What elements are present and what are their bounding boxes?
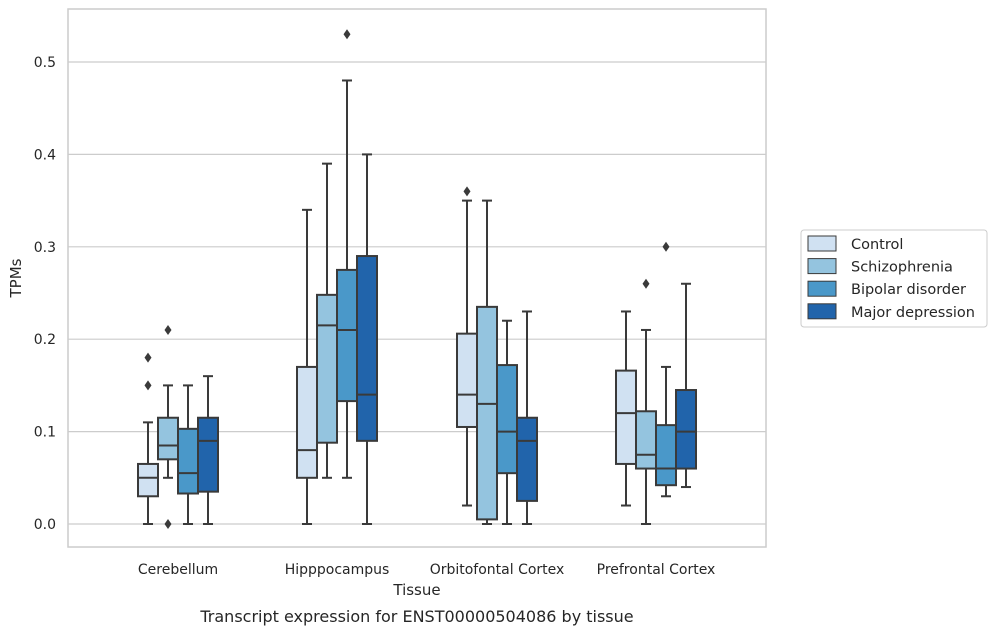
- x-axis-title: Tissue: [392, 581, 440, 599]
- box-iqr: [157, 416, 179, 461]
- y-tick-label: 0.3: [34, 240, 56, 256]
- box-iqr: [655, 424, 677, 487]
- box-iqr: [635, 410, 657, 470]
- box-bipolar-disorder: [496, 319, 518, 525]
- legend-label: Control: [851, 237, 903, 253]
- legend-swatch: [807, 280, 837, 297]
- box-iqr: [496, 364, 518, 475]
- outlier-point: [662, 241, 670, 252]
- box-iqr: [456, 332, 478, 428]
- legend-label: Schizophrenia: [851, 260, 953, 276]
- box-bipolar-disorder: [336, 29, 358, 479]
- x-tick-labels: Cerebellum Hipppocampus Orbitofontal Corte…: [138, 562, 715, 578]
- chart-caption: Transcript expression for ENST0000050408…: [199, 607, 633, 626]
- box-control: [137, 352, 159, 525]
- x-tick-label: Prefrontal Cortex: [597, 562, 716, 578]
- box-control: [615, 310, 637, 507]
- legend: Control Schizophrenia Bipolar disorder Majo…: [800, 229, 988, 328]
- box-iqr: [476, 305, 498, 521]
- box-iqr: [316, 293, 338, 444]
- box-control: [456, 186, 478, 507]
- y-axis-title: TPMs: [7, 258, 25, 298]
- box-iqr: [336, 268, 358, 403]
- box-iqr: [615, 369, 637, 465]
- box-major-depression: [356, 153, 378, 525]
- box-iqr: [356, 255, 378, 442]
- box-major-depression: [516, 310, 538, 525]
- box-control: [296, 208, 318, 525]
- y-tick-label: 0.5: [34, 55, 56, 71]
- box-major-depression: [197, 375, 219, 525]
- y-tick-labels: 0.0 0.1 0.2 0.3 0.4 0.5: [34, 55, 56, 533]
- box-iqr: [137, 462, 159, 498]
- y-tick-label: 0.0: [34, 517, 56, 533]
- y-tick-label: 0.2: [34, 332, 56, 348]
- plot-frame: [67, 8, 767, 548]
- outlier-point: [164, 324, 172, 335]
- box-iqr: [177, 427, 199, 495]
- y-tick-label: 0.4: [34, 147, 56, 163]
- box-groups: [137, 29, 697, 529]
- box-schizophrenia: [635, 278, 657, 525]
- box-bipolar-disorder: [177, 384, 199, 525]
- x-tick-label: Orbitofontal Cortex: [430, 562, 565, 578]
- outlier-point: [164, 519, 172, 529]
- x-tick-label: Cerebellum: [138, 562, 218, 578]
- box-major-depression: [675, 282, 697, 489]
- box-iqr: [675, 389, 697, 470]
- outlier-point: [463, 186, 471, 197]
- box-iqr: [516, 416, 538, 502]
- box-schizophrenia: [316, 162, 338, 479]
- legend-swatch: [807, 258, 837, 275]
- legend-swatch: [807, 235, 837, 252]
- box-schizophrenia: [476, 199, 498, 525]
- legend-label: Bipolar disorder: [851, 282, 966, 298]
- legend-label: Major depression: [851, 305, 975, 321]
- legend-frame: [800, 229, 988, 328]
- box-bipolar-disorder: [655, 241, 677, 498]
- outlier-point: [144, 352, 152, 363]
- outlier-point: [642, 278, 650, 289]
- box-schizophrenia: [157, 324, 179, 529]
- outlier-point: [144, 380, 152, 391]
- x-tick-label: Hipppocampus: [285, 562, 390, 578]
- y-tick-label: 0.1: [34, 425, 56, 441]
- box-iqr: [197, 416, 219, 493]
- legend-swatch: [807, 303, 837, 320]
- box-iqr: [296, 365, 318, 479]
- outlier-point: [343, 29, 351, 40]
